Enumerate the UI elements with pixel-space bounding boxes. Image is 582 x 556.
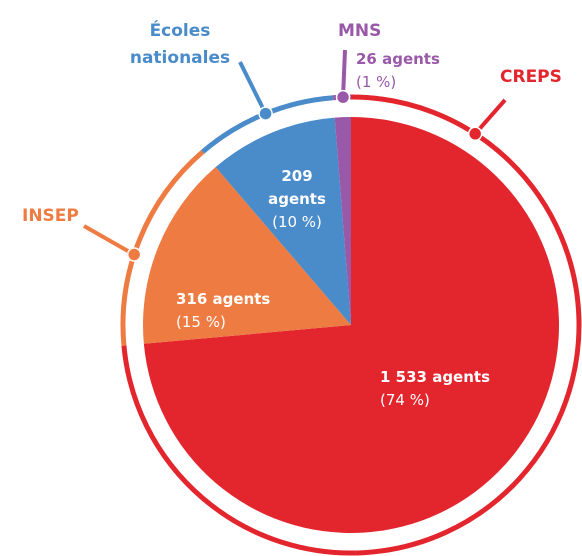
ring-arc xyxy=(120,149,205,346)
ring-arc xyxy=(121,94,582,556)
category-label: Écoles nationales xyxy=(129,21,231,68)
value-text: 316 agents xyxy=(176,290,271,308)
value-label: 1 533 agents (74 %) xyxy=(380,366,490,412)
pie-slice xyxy=(143,117,559,533)
value-text: 209 agents xyxy=(268,167,326,208)
category-label: INSEP xyxy=(22,206,79,226)
value-label: 209 agents (10 %) xyxy=(262,165,332,234)
leader-line xyxy=(238,61,268,115)
leader-line xyxy=(83,224,136,257)
percent-text: (1 %) xyxy=(356,73,397,91)
value-text: 26 agents xyxy=(356,50,440,68)
category-label: MNS xyxy=(338,21,382,41)
leader-line xyxy=(341,49,347,98)
leader-dot xyxy=(126,247,142,262)
pie-slice xyxy=(334,117,351,325)
value-label: 316 agents (15 %) xyxy=(176,288,270,334)
value-text: 1 533 agents xyxy=(380,368,491,386)
pie-slice xyxy=(143,167,351,344)
category-label: CREPS xyxy=(500,67,562,87)
percent-text: (74 %) xyxy=(380,391,430,409)
pie-slice xyxy=(215,117,351,326)
percent-text: (15 %) xyxy=(176,313,226,331)
leader-dot xyxy=(467,126,483,142)
leader-dot xyxy=(258,106,273,121)
percent-text: (10 %) xyxy=(272,213,322,231)
value-label: 26 agents (1 %) xyxy=(356,48,440,94)
leader-line xyxy=(473,98,507,136)
leader-dot xyxy=(335,89,351,105)
